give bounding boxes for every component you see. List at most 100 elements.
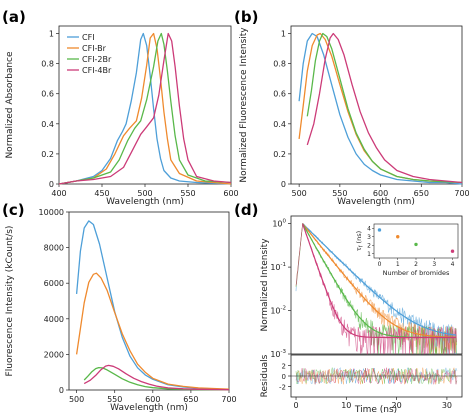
- panel-d-frame: [290, 215, 463, 355]
- panel-b-series-cfi-4br: [306, 32, 463, 184]
- panel-b-ytick-label: 0.6: [273, 90, 286, 99]
- panel-a-series-cfi: [58, 32, 232, 185]
- panel-d-ytick-label: 100: [272, 219, 286, 229]
- panel-label-a: (a): [2, 8, 26, 26]
- panel-c-frame: [68, 211, 230, 391]
- inset-point-cfi-2br: [414, 242, 418, 247]
- panel-a-absorbance: 400 450 500 550 600 0 0.2 0.4 0.6 0.8 1 CFI CFI-Br…: [5, 25, 239, 207]
- panel-b-frame: [290, 25, 463, 185]
- panel-d-fit-cfi-4br: [302, 223, 456, 339]
- panel-c-ytick-label: 6000: [44, 279, 64, 288]
- inset-xlabel: Number of bromides: [383, 269, 450, 277]
- panel-d-residual-ytick-label: -2: [279, 384, 286, 392]
- legend: CFI CFI-Br CFI-2Br CFI-4Br: [67, 33, 112, 75]
- panel-a-axes: 400 450 500 550 600 0 0.2 0.4 0.6 0.8 1: [41, 30, 238, 198]
- panel-d-xtick-label: 20: [392, 401, 402, 410]
- panel-c-series-cfi-2br: [83, 366, 230, 391]
- panel-label-c: (c): [2, 201, 25, 219]
- panel-a-xtick-label: 550: [180, 189, 195, 198]
- panel-d-data-cfi-4br: [295, 223, 457, 355]
- svg-text:τf (ns): τf (ns): [355, 231, 365, 251]
- panel-d-xtick-label: 0: [293, 401, 298, 410]
- panel-c-ytick-label: 4000: [44, 315, 64, 324]
- panel-d-residual-cfi-4br: [295, 367, 458, 385]
- panel-c-ytick-label: 2000: [44, 350, 64, 359]
- panel-c-ytick-label: 8000: [44, 244, 64, 253]
- panel-label-b: (b): [234, 8, 258, 26]
- panel-b-xtick-label: 600: [373, 189, 388, 198]
- inset-xtick-label: 1: [396, 261, 400, 268]
- inset-xtick-label: 0: [378, 261, 382, 268]
- panel-c-xlabel: Wavelength (nm): [110, 403, 188, 413]
- panel-d-xtick-label: 30: [442, 401, 452, 410]
- panel-a-series: [58, 32, 232, 185]
- panel-b-ytick-label: 0.4: [273, 120, 286, 129]
- legend-item-cfi-2br: CFI-2Br: [67, 55, 112, 64]
- panel-b-ytick-label: 0.8: [273, 60, 286, 69]
- legend-item-cfi: CFI: [67, 33, 95, 42]
- panel-a-series-cfi-br: [58, 32, 232, 185]
- panel-b-axes: 500 550 600 650 700 0 0.2 0.4 0.6 0.8 1: [273, 30, 469, 198]
- panel-a-xtick-label: 500: [137, 189, 152, 198]
- panel-a-xtick-label: 450: [94, 189, 109, 198]
- inset-xtick-label: 4: [451, 261, 455, 268]
- panel-a-series-cfi-2br: [58, 32, 232, 185]
- panel-c-series-cfi: [75, 220, 230, 391]
- panel-d-series: [295, 222, 457, 355]
- panel-b-series: [298, 32, 463, 185]
- panel-c-xtick-label: 650: [183, 395, 198, 404]
- panel-d-xtick-label: 10: [341, 401, 351, 410]
- panel-a-series-cfi-4br: [58, 32, 232, 185]
- panel-c-ytick-label: 0: [59, 386, 64, 395]
- panel-c-series: [75, 220, 230, 391]
- panel-b-xtick-label: 550: [332, 189, 347, 198]
- panel-b-xtick-label: 500: [292, 189, 307, 198]
- inset-frame: [373, 223, 459, 259]
- panel-c-axes: 500 550 600 650 700 0 2000 4000 6000 8000 10000: [39, 208, 237, 404]
- inset-ylabel-tau: τ: [355, 247, 363, 251]
- inset-ytick-label: 3: [367, 234, 371, 241]
- panel-c-fluorescence-intensity: 500 550 600 650 700 0 2000 4000 6000 8000 10000 Wa…: [5, 208, 237, 413]
- panel-b-ytick-label: 1: [281, 30, 286, 39]
- inset-ytick-label: 1: [367, 251, 371, 258]
- panel-b-ytick-label: 0: [281, 180, 286, 189]
- legend-item-cfi-4br: CFI-4Br: [67, 66, 112, 75]
- panel-c-series-cfi-br: [75, 272, 230, 390]
- inset-point-cfi-br: [396, 235, 400, 239]
- panel-d-residual-ytick-label: 0: [282, 373, 286, 381]
- panel-a-ytick-label: 0.6: [41, 90, 54, 99]
- inset-ylabel: τf (ns): [355, 231, 365, 251]
- panel-b-fluorescence-normalized: 500 550 600 650 700 0 0.2 0.4 0.6 0.8 1 Wavelength…: [239, 25, 470, 207]
- panel-b-ytick-label: 0.2: [273, 150, 286, 159]
- panel-d-ytick-label: 10-3: [270, 349, 286, 359]
- legend-label-cfi-4br: CFI-4Br: [82, 66, 112, 75]
- panel-d-xlabel: Time (ns): [354, 405, 397, 415]
- panel-a-ytick-label: 0.2: [41, 150, 54, 159]
- inset-ytick-label: 4: [367, 225, 371, 232]
- panel-d-fit-cfi-br: [302, 223, 456, 338]
- panel-a-ylabel: Normalized Absorbance: [5, 51, 15, 159]
- panel-c-xtick-label: 550: [107, 395, 122, 404]
- panel-a-xtick-label: 600: [223, 189, 238, 198]
- inset-xtick-label: 3: [432, 261, 436, 268]
- panel-d-fit-cfi: [302, 223, 457, 336]
- inset-xtick-label: 2: [414, 261, 418, 268]
- panel-b-xlabel: Wavelength (nm): [337, 197, 415, 207]
- panel-d-ytick-label: 10-1: [270, 262, 286, 272]
- legend-label-cfi-br: CFI-Br: [82, 44, 107, 53]
- panel-d-residuals-label: Residuals: [260, 354, 270, 397]
- panel-b-xtick-label: 700: [454, 189, 469, 198]
- panel-b-ylabel: Normalized Fluorescence Intensity: [239, 27, 249, 183]
- inset-points: [377, 228, 455, 253]
- panel-a-xlabel: Wavelength (nm): [106, 197, 184, 207]
- panel-a-ytick-label: 1: [49, 30, 54, 39]
- panel-a-ytick-label: 0: [49, 180, 54, 189]
- legend-label-cfi: CFI: [82, 33, 95, 42]
- panel-b-xtick-label: 650: [414, 189, 429, 198]
- panel-c-series-cfi-4br: [83, 364, 230, 391]
- panel-d-residual-ytick-label: 2: [282, 363, 286, 371]
- inset-point-cfi: [377, 228, 382, 232]
